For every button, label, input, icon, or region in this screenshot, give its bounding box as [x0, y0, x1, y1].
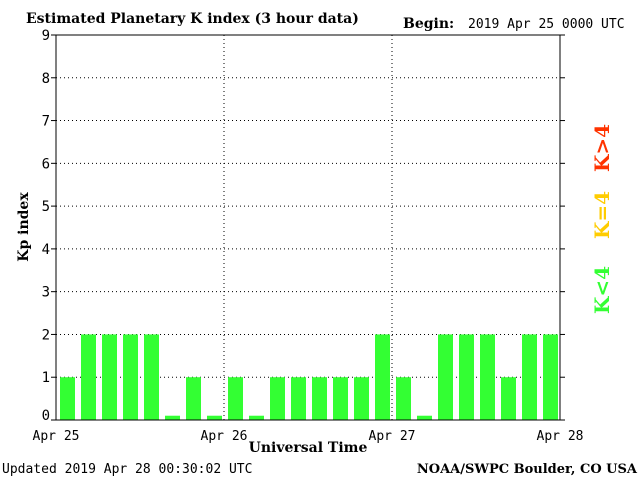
- legend-label: K=4: [590, 191, 614, 239]
- kp-bar: [522, 334, 537, 420]
- kp-bar: [123, 334, 138, 420]
- x-tick-label: Apr 28: [537, 429, 584, 444]
- begin-value: 2019 Apr 25 0000 UTC: [468, 17, 625, 32]
- kp-bar: [144, 334, 159, 420]
- kp-bar: [333, 377, 348, 420]
- source-credit: NOAA/SWPC Boulder, CO USA: [417, 462, 638, 477]
- kp-bar: [459, 334, 474, 420]
- x-tick-label: Apr 26: [201, 429, 248, 444]
- kp-bar: [438, 334, 453, 420]
- kp-bar: [81, 334, 96, 420]
- y-tick-label: 1: [42, 370, 50, 386]
- y-axis-label: Kp index: [16, 192, 32, 262]
- legend-label: K<4: [590, 266, 614, 314]
- kp-bar: [249, 415, 264, 420]
- legend-label: K>4: [590, 124, 614, 172]
- kp-bar: [417, 415, 432, 420]
- x-axis: Apr 25 Apr 26 Apr 27 Apr 28: [33, 429, 584, 444]
- begin-label: Begin:: [403, 16, 454, 32]
- kp-bar: [354, 377, 369, 420]
- x-axis-label: Universal Time: [249, 440, 368, 456]
- y-tick-label: 3: [42, 285, 50, 301]
- y-tick-label: 8: [42, 71, 50, 87]
- y-tick-label: 9: [42, 28, 50, 44]
- y-tick-label: 0: [42, 408, 50, 424]
- grid: [56, 35, 560, 420]
- bars: [60, 334, 558, 420]
- kp-bar: [501, 377, 516, 420]
- chart-title: Estimated Planetary K index (3 hour data…: [26, 11, 359, 27]
- kp-bar: [165, 415, 180, 420]
- kp-bar: [186, 377, 201, 420]
- kp-bar: [543, 334, 558, 420]
- kp-bar: [228, 377, 243, 420]
- legend: K<4 K=4 K>4: [590, 124, 614, 314]
- x-tick-label: Apr 27: [369, 429, 416, 444]
- y-axis: 0 1 2 3 4 5 6 7 8 9: [42, 28, 565, 424]
- y-tick-label: 5: [42, 199, 50, 215]
- kp-bar: [291, 377, 306, 420]
- kp-bar: [60, 377, 75, 420]
- kp-bar: [207, 415, 222, 420]
- y-tick-label: 4: [42, 242, 50, 258]
- kp-bar: [396, 377, 411, 420]
- kp-bar: [312, 377, 327, 420]
- kp-bar: [480, 334, 495, 420]
- kp-bar: [102, 334, 117, 420]
- y-tick-label: 7: [42, 114, 50, 130]
- x-tick-label: Apr 25: [33, 429, 80, 444]
- y-tick-label: 6: [42, 156, 50, 172]
- kp-bar: [270, 377, 285, 420]
- plot-frame: [55, 34, 561, 421]
- y-tick-label: 2: [42, 327, 50, 343]
- updated-timestamp: Updated 2019 Apr 28 00:30:02 UTC: [2, 462, 252, 477]
- kp-bar: [375, 334, 390, 420]
